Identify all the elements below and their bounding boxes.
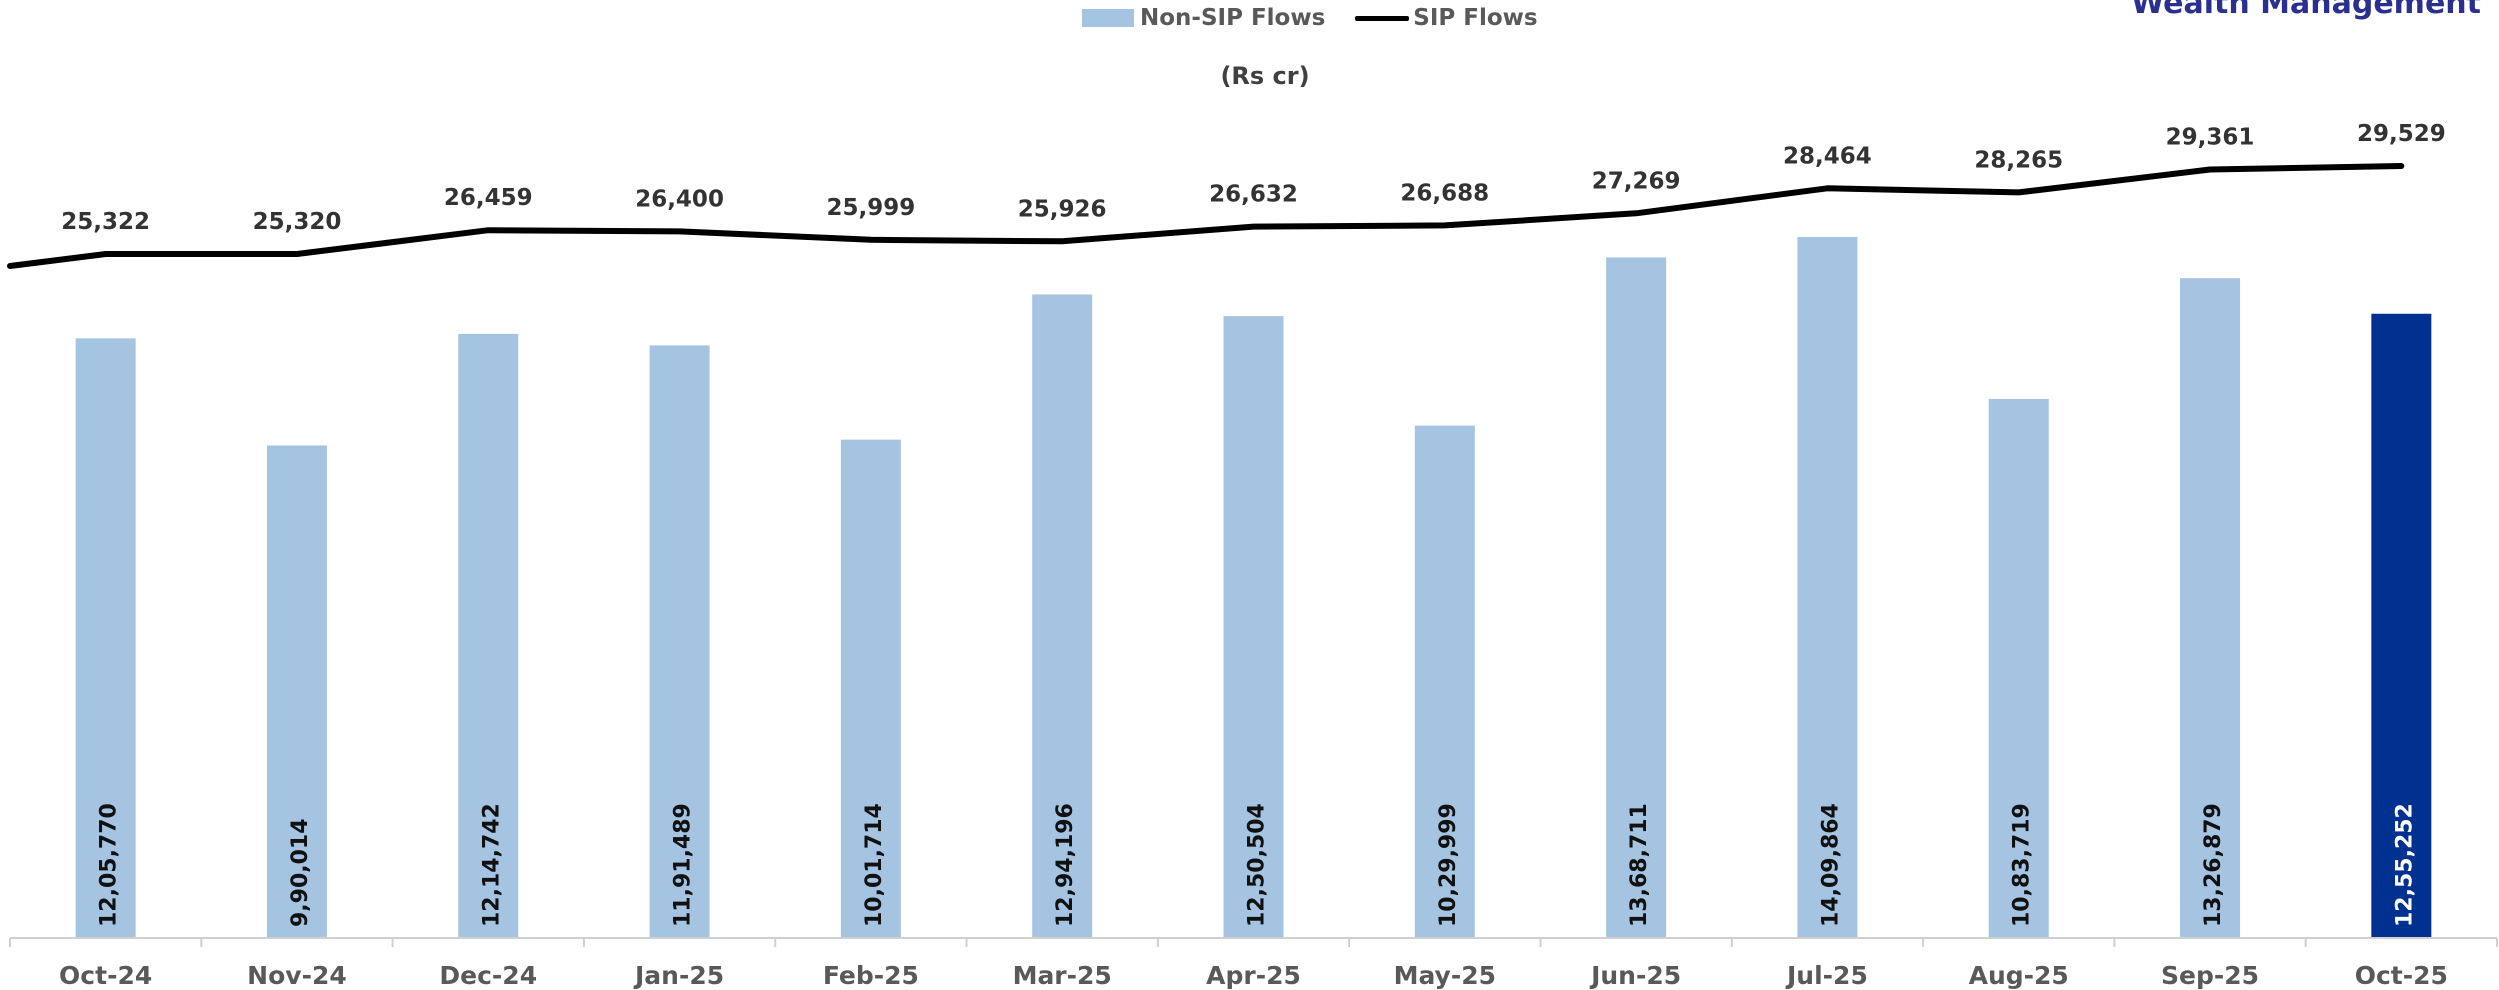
bar-data-label: 10,83,719	[2010, 803, 2035, 927]
x-tick-label: Dec-24	[439, 961, 537, 990]
legend-swatch-line	[1355, 15, 1410, 21]
bar-non-sip-may-25	[1414, 425, 1475, 937]
line-data-label: 25,320	[253, 209, 342, 235]
x-tick-label: Nov-24	[247, 961, 347, 990]
x-tick-label: Jul-25	[1785, 961, 1868, 990]
bar-non-sip-jun-25	[1606, 257, 1667, 938]
line-data-label: 28,265	[1974, 147, 2063, 173]
bar-data-label: 10,29,999	[1436, 803, 1461, 927]
bar-data-label: 10,01,714	[862, 803, 887, 927]
x-tick-label: May-25	[1394, 961, 1496, 990]
bar-data-label: 12,94,196	[1053, 803, 1078, 927]
line-data-label: 29,361	[2166, 125, 2255, 151]
bar-non-sip-sep-25	[2180, 278, 2241, 937]
bar-non-sip-nov-24	[266, 445, 327, 937]
bar-data-label: 11,91,489	[671, 803, 696, 927]
x-tick-label: Mar-25	[1013, 961, 1112, 990]
legend-label-sip: SIP Flows	[1413, 5, 1538, 31]
bar-non-sip-mar-25	[1032, 294, 1093, 937]
bar-data-label: 13,26,879	[2201, 803, 2226, 927]
bar-data-label: 13,68,711	[1627, 803, 1652, 927]
line-data-label: 26,400	[635, 186, 724, 212]
bar-data-label: 12,14,742	[479, 803, 504, 927]
line-data-label: 27,269	[1592, 168, 1681, 194]
legend-swatch-bar	[1082, 9, 1134, 27]
unit-label: (Rs cr)	[1220, 62, 1310, 90]
bar-data-label: 12,05,770	[97, 803, 122, 927]
x-tick-label: Feb-25	[823, 961, 919, 990]
legend-item-sip: SIP Flows	[1325, 5, 1538, 31]
line-data-label: 26,688	[1400, 180, 1489, 206]
bar-non-sip-feb-25	[840, 439, 901, 937]
brand-logo-text: Wealth Management	[2131, 0, 2481, 21]
bar-non-sip-oct-24	[75, 338, 136, 938]
line-data-label: 25,322	[61, 209, 150, 235]
x-tick-label: Aug-25	[1969, 961, 2069, 990]
line-data-label: 26,632	[1209, 182, 1298, 208]
bar-non-sip-jul-25	[1797, 237, 1858, 937]
bar-data-label: 12,50,504	[1245, 803, 1270, 927]
x-tick-label: Jun-25	[1589, 961, 1681, 990]
bar-non-sip-oct-25	[2371, 313, 2432, 937]
x-tick-label: Sep-25	[2161, 961, 2259, 990]
bar-data-label: 9,90,014	[288, 818, 313, 927]
bar-data-label: 14,09,864	[1818, 803, 1843, 927]
chart-legend: Non-SIP Flows SIP Flows	[1082, 3, 1538, 33]
legend-item-non-sip: Non-SIP Flows	[1082, 5, 1325, 31]
line-sip-flows	[7, 163, 2405, 269]
bar-non-sip-apr-25	[1223, 316, 1284, 937]
line-data-label: 28,464	[1783, 143, 1872, 169]
bar-data-label: 12,55,252	[2392, 803, 2417, 927]
line-data-label: 29,529	[2357, 121, 2446, 147]
bar-non-sip-aug-25	[1988, 398, 2049, 937]
x-tick-label: Jan-25	[633, 961, 724, 990]
x-tick-label: Apr-25	[1206, 961, 1301, 990]
x-tick-label: Oct-24	[59, 961, 152, 990]
line-data-label: 25,999	[827, 195, 916, 221]
bar-non-sip-dec-24	[458, 333, 519, 937]
line-data-label: 25,926	[1018, 196, 1107, 222]
bar-non-sip-jan-25	[649, 345, 710, 937]
line-data-label: 26,459	[444, 185, 533, 211]
legend-label-non-sip: Non-SIP Flows	[1140, 5, 1326, 31]
x-tick-label: Oct-25	[2355, 961, 2448, 990]
